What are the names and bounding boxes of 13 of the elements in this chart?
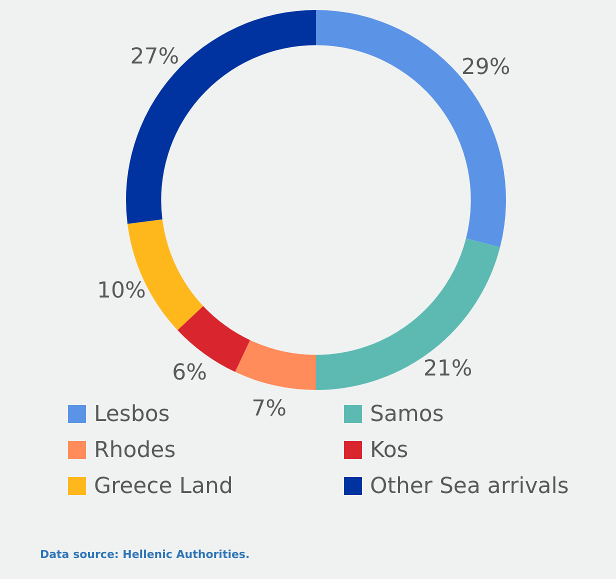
- data-label: 10%: [97, 278, 146, 304]
- legend-label: Other Sea arrivals: [370, 474, 569, 498]
- data-label: 6%: [172, 360, 208, 386]
- data-label: 21%: [423, 356, 472, 382]
- data-label: 29%: [461, 54, 510, 80]
- legend-label: Lesbos: [94, 402, 170, 426]
- legend-label: Kos: [370, 438, 408, 462]
- legend-label: Samos: [370, 402, 444, 426]
- data-label: 27%: [130, 44, 180, 70]
- source-note: Data source: Hellenic Authorities.: [40, 548, 250, 561]
- legend-label: Rhodes: [94, 438, 176, 462]
- legend-label: Greece Land: [94, 474, 233, 498]
- data-label: 7%: [252, 396, 287, 422]
